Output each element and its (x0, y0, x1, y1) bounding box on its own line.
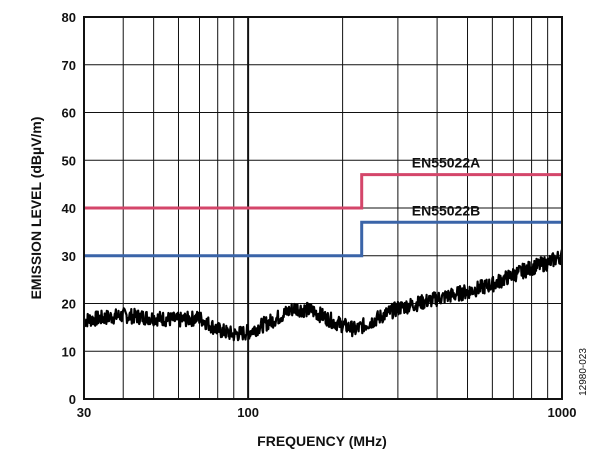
x-tick-label: 100 (237, 405, 259, 420)
limit-line-en55022a (84, 173, 562, 210)
series-label: EN55022A (412, 155, 481, 171)
y-tick-label: 70 (62, 58, 76, 73)
x-tick-label: 1000 (548, 405, 577, 420)
y-tick-labels: 0 10 20 30 40 50 60 70 80 (62, 10, 76, 407)
y-tick-label: 50 (62, 153, 76, 168)
x-tick-label: 30 (77, 405, 91, 420)
x-tick-labels: 30 100 1000 (77, 405, 577, 420)
y-axis-label: EMISSION LEVEL (dBµV/m) (28, 117, 44, 300)
y-tick-label: 60 (62, 106, 76, 121)
y-tick-label: 40 (62, 201, 76, 216)
limit-line-en55022b (84, 220, 562, 258)
x-axis-label: FREQUENCY (MHz) (257, 433, 387, 449)
figure-id: 12980-023 (578, 348, 589, 396)
y-tick-label: 20 (62, 297, 76, 312)
y-tick-label: 30 (62, 249, 76, 264)
y-tick-label: 0 (69, 392, 76, 407)
series-layer (82, 173, 564, 342)
series-label: EN55022B (412, 202, 481, 218)
emission-trace (82, 249, 564, 342)
y-tick-label: 80 (62, 10, 76, 25)
series-labels: EN55022A EN55022B (412, 155, 481, 219)
plot-frame (83, 16, 563, 400)
y-tick-label: 10 (62, 344, 76, 359)
